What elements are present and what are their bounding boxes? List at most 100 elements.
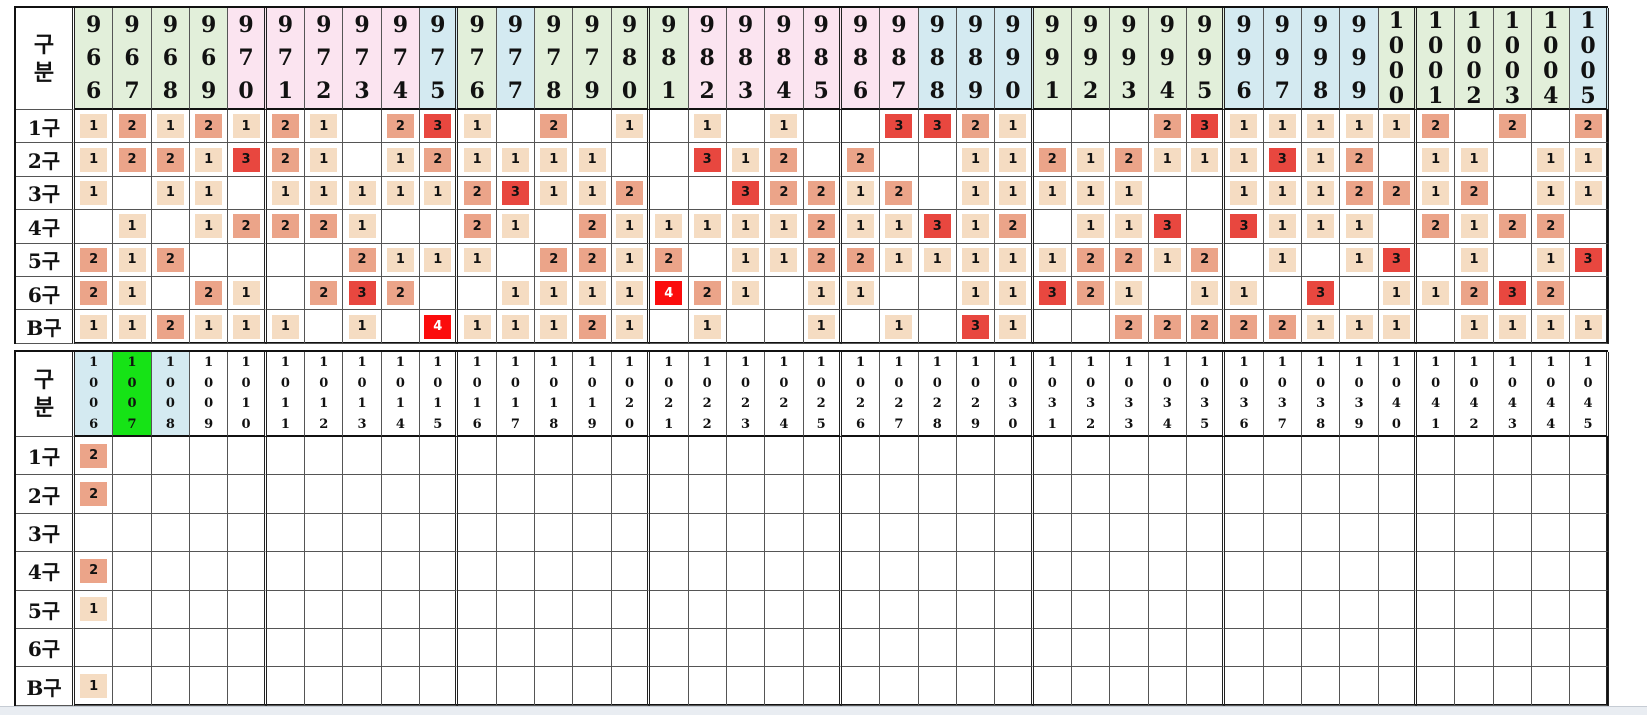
grid-cell[interactable] — [1570, 513, 1609, 553]
grid-cell[interactable] — [1110, 437, 1149, 476]
grid-cell[interactable] — [1071, 437, 1111, 476]
grid-cell[interactable] — [611, 475, 651, 514]
grid-cell[interactable] — [1493, 513, 1533, 553]
grid-cell[interactable] — [151, 475, 191, 514]
grid-cell[interactable]: 1 — [1110, 277, 1149, 311]
grid-cell[interactable]: 2 — [611, 176, 651, 211]
grid-cell[interactable] — [1378, 143, 1418, 177]
grid-cell[interactable] — [1110, 110, 1149, 144]
draw-number-header[interactable]: 9 7 1 — [266, 8, 306, 110]
grid-cell[interactable] — [1186, 552, 1226, 591]
grid-cell[interactable] — [841, 629, 881, 668]
grid-cell[interactable]: 1 — [228, 110, 267, 144]
grid-cell[interactable]: 2 — [573, 310, 612, 344]
grid-cell[interactable]: 1 — [611, 310, 651, 344]
grid-cell[interactable] — [343, 667, 382, 706]
grid-cell[interactable] — [1033, 475, 1072, 514]
grid-cell[interactable]: 1 — [496, 310, 536, 344]
grid-cell[interactable] — [1071, 629, 1111, 668]
draw-number-header[interactable]: 1 0 2 3 — [726, 352, 766, 437]
grid-cell[interactable] — [1378, 629, 1418, 668]
grid-cell[interactable] — [266, 590, 306, 629]
grid-cell[interactable]: 1 — [841, 210, 881, 244]
grid-cell[interactable]: 1 — [305, 176, 344, 211]
grid-cell[interactable] — [343, 513, 382, 553]
grid-cell[interactable] — [1340, 667, 1379, 706]
grid-cell[interactable] — [1148, 277, 1187, 311]
grid-cell[interactable] — [1302, 552, 1341, 591]
grid-cell[interactable] — [688, 243, 727, 277]
grid-cell[interactable]: 1 — [75, 310, 114, 344]
grid-cell[interactable]: 2 — [573, 210, 612, 244]
grid-cell[interactable]: 2 — [1455, 277, 1494, 311]
grid-cell[interactable] — [726, 667, 766, 706]
grid-cell[interactable] — [918, 143, 957, 177]
grid-cell[interactable]: 1 — [688, 210, 727, 244]
grid-cell[interactable] — [1148, 629, 1187, 668]
grid-cell[interactable]: 1 — [1110, 210, 1149, 244]
grid-cell[interactable] — [1493, 143, 1533, 177]
grid-cell[interactable]: 1 — [420, 243, 459, 277]
grid-cell[interactable]: 1 — [1302, 210, 1341, 244]
grid-cell[interactable] — [765, 277, 804, 311]
draw-number-header[interactable]: 9 7 2 — [305, 8, 344, 110]
grid-cell[interactable] — [573, 590, 612, 629]
grid-cell[interactable]: 2 — [458, 210, 497, 244]
grid-cell[interactable] — [228, 552, 267, 591]
grid-cell[interactable]: 1 — [1148, 243, 1187, 277]
grid-cell[interactable] — [1302, 590, 1341, 629]
draw-number-header[interactable]: 1 0 4 2 — [1455, 352, 1494, 437]
grid-cell[interactable] — [611, 513, 651, 553]
grid-cell[interactable]: 1 — [995, 277, 1034, 311]
grid-cell[interactable] — [1532, 437, 1571, 476]
grid-cell[interactable] — [650, 437, 689, 476]
grid-cell[interactable]: 2 — [381, 277, 421, 311]
grid-cell[interactable] — [151, 629, 191, 668]
grid-cell[interactable] — [880, 437, 919, 476]
grid-cell[interactable]: 2 — [75, 277, 114, 311]
draw-number-header[interactable]: 1 0 3 3 — [1110, 352, 1149, 437]
grid-cell[interactable] — [880, 277, 919, 311]
grid-cell[interactable]: 3 — [420, 110, 459, 144]
grid-cell[interactable] — [1263, 667, 1302, 706]
grid-cell[interactable] — [113, 513, 152, 553]
grid-cell[interactable] — [266, 552, 306, 591]
grid-cell[interactable] — [343, 629, 382, 668]
grid-cell[interactable] — [803, 143, 842, 177]
grid-cell[interactable] — [573, 110, 612, 144]
draw-number-header[interactable]: 1 0 3 1 — [1033, 352, 1072, 437]
grid-cell[interactable] — [803, 475, 842, 514]
grid-cell[interactable]: 3 — [1302, 277, 1341, 311]
grid-cell[interactable] — [803, 667, 842, 706]
grid-cell[interactable]: 1 — [535, 277, 574, 311]
grid-cell[interactable] — [305, 629, 344, 668]
draw-number-header[interactable]: 1 0 2 4 — [765, 352, 804, 437]
grid-cell[interactable] — [1071, 475, 1111, 514]
grid-cell[interactable]: 1 — [726, 210, 766, 244]
grid-cell[interactable] — [1532, 590, 1571, 629]
grid-cell[interactable]: 1 — [190, 210, 229, 244]
grid-cell[interactable] — [1225, 552, 1264, 591]
draw-number-header[interactable]: 9 7 3 — [343, 8, 382, 110]
draw-number-header[interactable]: 1 0 2 0 — [611, 352, 651, 437]
grid-cell[interactable]: 3 — [1263, 143, 1302, 177]
grid-cell[interactable]: 1 — [1071, 143, 1111, 177]
grid-cell[interactable]: 2 — [305, 277, 344, 311]
grid-cell[interactable]: 1 — [956, 277, 996, 311]
grid-cell[interactable] — [1033, 667, 1072, 706]
grid-cell[interactable]: 3 — [1186, 110, 1226, 144]
grid-cell[interactable] — [305, 667, 344, 706]
grid-cell[interactable] — [305, 437, 344, 476]
grid-cell[interactable]: 1 — [995, 243, 1034, 277]
grid-cell[interactable] — [1378, 590, 1418, 629]
draw-number-header[interactable]: 9 8 8 — [918, 8, 957, 110]
grid-cell[interactable]: 1 — [611, 110, 651, 144]
grid-cell[interactable] — [228, 176, 267, 211]
draw-number-header[interactable]: 9 7 9 — [573, 8, 612, 110]
grid-cell[interactable] — [266, 513, 306, 553]
grid-cell[interactable] — [535, 210, 574, 244]
grid-cell[interactable]: 3 — [1378, 243, 1418, 277]
grid-cell[interactable]: 2 — [841, 143, 881, 177]
